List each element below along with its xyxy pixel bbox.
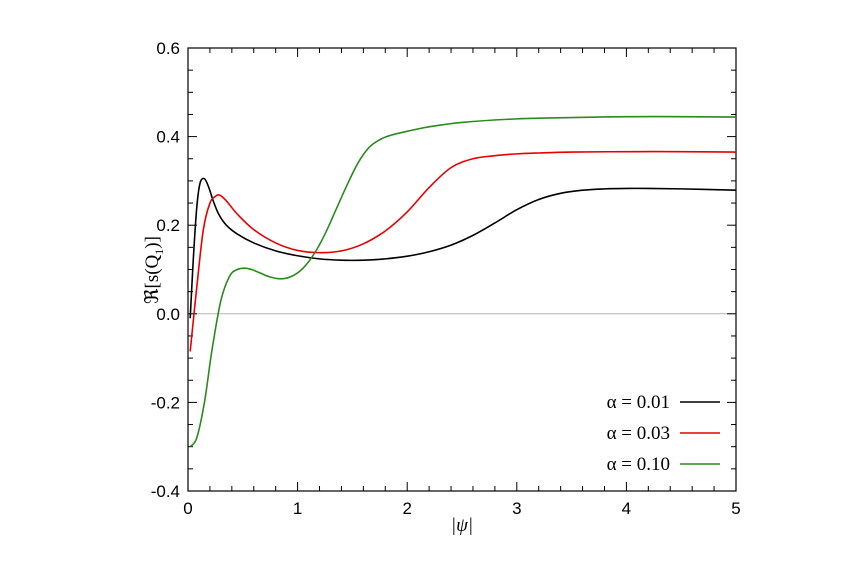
y-tick-label: -0.4 — [151, 482, 180, 501]
x-axis-title: |ψ| — [451, 515, 473, 536]
y-tick-label: -0.2 — [151, 393, 180, 412]
x-tick-label: 0 — [183, 499, 192, 518]
y-tick-label: 0.2 — [156, 216, 180, 235]
y-axis-title-end: )] — [142, 236, 163, 249]
y-tick-label: 0.0 — [156, 305, 180, 324]
x-tick-label: 2 — [402, 499, 411, 518]
y-axis-title-subscript: 1 — [152, 249, 166, 255]
x-tick-label: 4 — [622, 499, 631, 518]
y-tick-labels: -0.4 -0.2 0.0 0.2 0.4 0.6 — [151, 39, 180, 501]
series-lines — [189, 115, 737, 448]
y-axis-title-main: ℜ[s(Q — [142, 254, 163, 304]
axis-ticks — [187, 47, 737, 492]
x-tick-label: 5 — [731, 499, 740, 518]
series-line-1 — [189, 177, 737, 319]
series-line-2 — [189, 150, 737, 352]
y-tick-label: 0.6 — [156, 39, 180, 58]
x-tick-label: 3 — [512, 499, 521, 518]
legend-label-1: α = 0.01 — [607, 392, 670, 413]
legend: α = 0.01 α = 0.03 α = 0.10 — [607, 392, 720, 475]
y-tick-label: 0.4 — [156, 128, 180, 147]
x-tick-label: 1 — [293, 499, 302, 518]
legend-label-2: α = 0.03 — [607, 423, 670, 444]
x-tick-labels: 0 1 2 3 4 5 — [183, 499, 740, 518]
svg-text:ℜ[s(Q1)]: ℜ[s(Q1)] — [142, 236, 166, 304]
series-line-3 — [189, 115, 737, 448]
y-axis-title: ℜ[s(Q1)] — [142, 236, 166, 304]
legend-label-3: α = 0.10 — [607, 454, 670, 475]
